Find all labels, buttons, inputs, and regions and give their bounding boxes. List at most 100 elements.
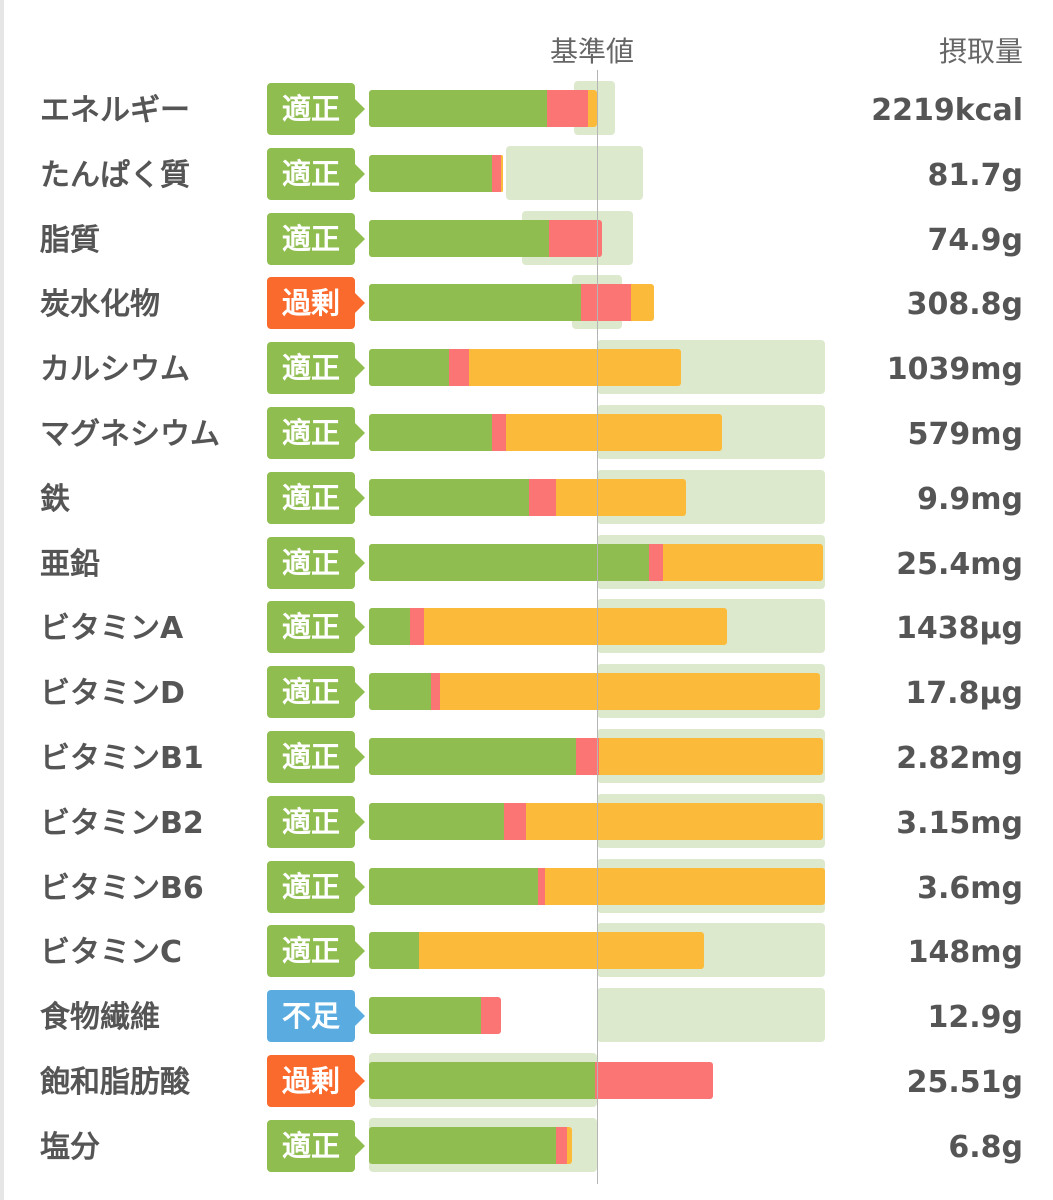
intake-bar [369, 284, 654, 322]
bar-segment-green [369, 1062, 595, 1099]
intake-bar [369, 1126, 572, 1164]
reference-line [597, 70, 598, 1184]
nutrient-name: ビタミンC [40, 935, 183, 971]
bar-segment-red [492, 414, 506, 451]
bar-segment-green [369, 867, 538, 905]
intake-value: 148mg [907, 935, 1023, 971]
bar-segment-red [480, 997, 502, 1035]
bar-segment-orange [501, 154, 504, 192]
bar-segment-green [369, 673, 431, 711]
bar-segment-red [581, 284, 632, 322]
intake-bar [369, 997, 502, 1035]
bar-segment-green [369, 802, 504, 840]
intake-bar [369, 802, 823, 840]
bar-segment-red [555, 1126, 568, 1164]
bar-segment-red [549, 219, 602, 257]
status-badge: 適正 [267, 342, 365, 395]
status-badge: 不足 [267, 990, 365, 1043]
nutrient-row: ビタミンB1 適正 2.82mg [0, 725, 1053, 790]
nutrient-name: カルシウム [40, 352, 190, 388]
intake-bar [369, 932, 705, 970]
status-badge: 適正 [267, 407, 365, 459]
reference-header: 基準値 [550, 35, 635, 68]
bar-segment-green [369, 414, 493, 451]
bar-segment-red [503, 802, 527, 840]
nutrient-row: 食物繊維 不足 12.9g [0, 984, 1053, 1049]
intake-bar [369, 414, 723, 451]
nutrient-row: ビタミンD 適正 17.8µg [0, 660, 1053, 725]
nutrient-name: 食物繊維 [40, 1000, 160, 1036]
intake-bar [369, 478, 686, 516]
bar-segment-orange [544, 867, 825, 905]
bar-segment-orange [555, 478, 686, 516]
bar-segment-green [369, 1126, 556, 1164]
nutrient-name: エネルギー [40, 93, 190, 128]
bar-segment-orange [587, 90, 597, 127]
intake-value: 25.51g [906, 1065, 1023, 1100]
intake-value: 12.9g [927, 1000, 1024, 1036]
status-badge: 適正 [267, 471, 365, 524]
bar-segment-red [410, 608, 424, 646]
nutrient-row: ビタミンB6 適正 3.6mg [0, 855, 1053, 920]
nutrient-row: 脂質 適正 74.9g [0, 207, 1053, 272]
intake-bar [369, 154, 504, 192]
intake-bar [369, 738, 823, 775]
nutrient-name: ビタミンB6 [40, 870, 204, 906]
bar-segment-green [369, 932, 420, 970]
status-badge: 適正 [267, 925, 365, 978]
nutrient-row: 飽和脂肪酸 過剰 25.51g [0, 1049, 1053, 1114]
reference-range-band [597, 988, 825, 1043]
nutrient-row: ビタミンC 適正 148mg [0, 919, 1053, 984]
nutrient-name: 炭水化物 [40, 287, 160, 323]
bar-segment-orange [423, 608, 727, 646]
nutrient-name: ビタミンB1 [40, 741, 204, 776]
bar-segment-orange [439, 673, 821, 711]
intake-value: 3.6mg [917, 870, 1023, 906]
nutrient-name: たんぱく質 [40, 157, 190, 193]
intake-value: 9.9mg [917, 481, 1023, 517]
nutrient-name: 鉄 [40, 481, 70, 517]
status-badge: 適正 [267, 795, 365, 848]
bar-segment-red [594, 1062, 714, 1099]
intake-header: 摂取量 [938, 35, 1023, 68]
intake-value: 2.82mg [896, 741, 1023, 776]
nutrient-name: 脂質 [40, 222, 100, 258]
bar-segment-orange [567, 1126, 572, 1164]
bar-segment-green [369, 219, 550, 257]
intake-value: 81.7g [927, 157, 1024, 193]
intake-value: 579mg [907, 417, 1023, 452]
nutrient-row: ビタミンA 適正 1438µg [0, 595, 1053, 660]
nutrient-name: ビタミンD [40, 676, 185, 712]
bar-segment-red [576, 738, 600, 775]
status-badge: 適正 [267, 83, 365, 135]
nutrient-row: 炭水化物 過剰 308.8g [0, 271, 1053, 336]
intake-value: 3.15mg [896, 805, 1023, 841]
nutrient-row: たんぱく質 適正 81.7g [0, 142, 1053, 207]
bar-segment-red [649, 543, 664, 581]
status-badge: 適正 [267, 666, 365, 719]
status-badge: 適正 [267, 860, 365, 913]
bar-segment-orange [599, 738, 823, 775]
bar-segment-green [369, 349, 449, 387]
reference-range-band [505, 145, 643, 200]
nutrient-row: エネルギー 適正 2219kcal [0, 77, 1053, 142]
bar-segment-green [369, 284, 582, 322]
bar-segment-red [528, 478, 556, 516]
nutrient-row: カルシウム 適正 1039mg [0, 336, 1053, 401]
nutrient-name: 亜鉛 [40, 546, 100, 582]
status-badge: 適正 [267, 212, 365, 265]
intake-bar [369, 543, 823, 581]
status-badge: 適正 [267, 1119, 365, 1172]
intake-bar [369, 608, 727, 646]
intake-value: 308.8g [906, 287, 1023, 323]
bar-segment-green [369, 738, 577, 775]
intake-value: 1039mg [886, 352, 1023, 388]
bar-segment-orange [631, 284, 654, 322]
bar-segment-red [448, 349, 470, 387]
nutrient-name: 塩分 [40, 1129, 100, 1165]
status-badge: 適正 [267, 731, 365, 783]
bar-segment-orange [663, 543, 823, 581]
bar-segment-red [537, 867, 545, 905]
status-badge: 適正 [267, 601, 365, 654]
status-badge: 過剰 [267, 1055, 365, 1107]
